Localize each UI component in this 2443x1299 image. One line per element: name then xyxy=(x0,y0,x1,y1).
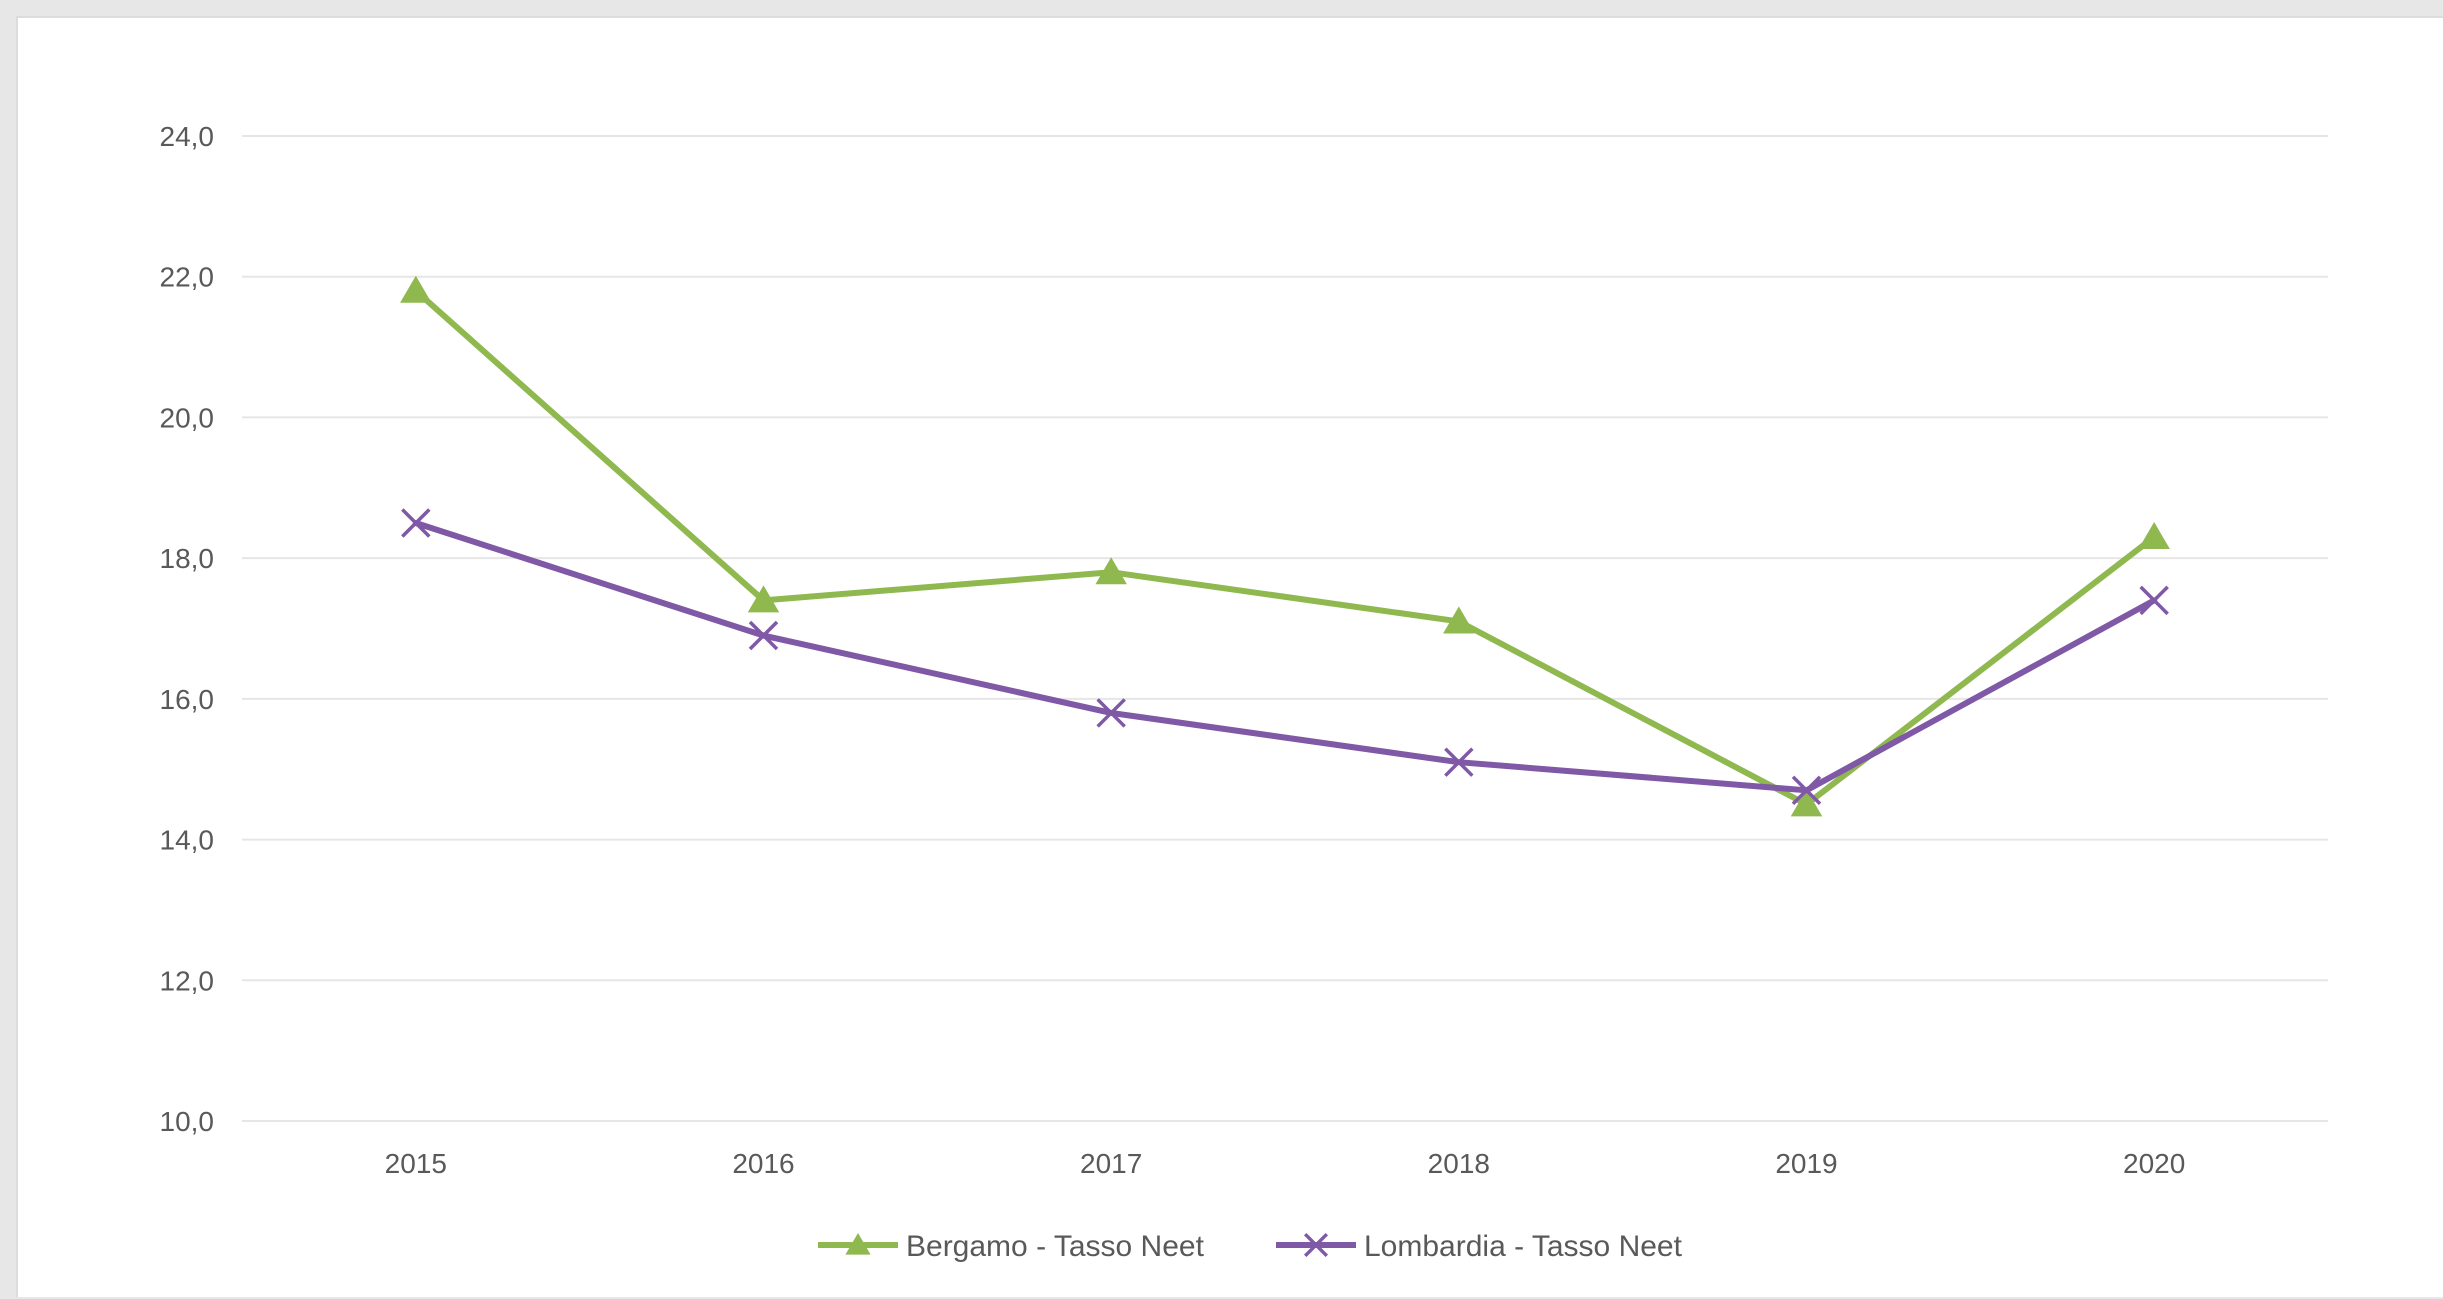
data-point-x xyxy=(1791,775,1822,806)
y-tick-label: 20,0 xyxy=(160,402,215,433)
y-tick-label: 12,0 xyxy=(160,965,215,996)
x-tick-label: 2019 xyxy=(1775,1148,1837,1179)
chart-frame: 10,0 12,0 14,0 16,0 18,0 20,0 22,0 24,0 2015 201… xyxy=(16,16,2443,1297)
legend-label: Lombardia - Tasso Neet xyxy=(1364,1230,1683,1263)
series-lines xyxy=(400,275,2170,817)
data-point-triangle xyxy=(1095,557,1127,585)
x-tick-label: 2017 xyxy=(1080,1148,1142,1179)
x-tick-label: 2016 xyxy=(732,1148,794,1179)
y-tick-label: 10,0 xyxy=(160,1106,215,1137)
legend-item: Bergamo - Tasso Neet xyxy=(818,1230,1205,1263)
line-chart: 10,012,014,016,018,020,022,024,0 2015 201… xyxy=(160,121,2328,1263)
x-tick-label: 2020 xyxy=(2123,1148,2185,1179)
y-tick-label: 24,0 xyxy=(160,121,215,152)
y-tick-label: 14,0 xyxy=(160,825,215,856)
data-point-x xyxy=(2139,585,2169,616)
x-tick-label: 2015 xyxy=(385,1148,447,1179)
data-point-x xyxy=(1303,1232,1329,1258)
y-tick-label: 22,0 xyxy=(160,262,215,293)
series-line xyxy=(412,287,2158,808)
x-axis-ticks: 2015 2016 2017 2018 2019 2020 xyxy=(385,1148,2186,1179)
data-point-triangle xyxy=(1790,789,1823,817)
data-point-x xyxy=(748,620,779,651)
legend-item: Lombardia - Tasso Neet xyxy=(1276,1230,1683,1263)
data-point-x xyxy=(401,508,431,538)
data-point-x xyxy=(1444,747,1474,777)
data-point-triangle xyxy=(747,585,780,613)
data-point-triangle xyxy=(1443,606,1475,634)
legend: Bergamo - Tasso Neet Lombardia - Tasso Ne… xyxy=(818,1230,1683,1263)
x-tick-label: 2018 xyxy=(1428,1148,1490,1179)
series-line xyxy=(412,519,2158,794)
legend-label: Bergamo - Tasso Neet xyxy=(906,1230,1205,1263)
data-point-triangle xyxy=(400,275,432,303)
data-point-x xyxy=(1096,698,1126,728)
y-tick-label: 16,0 xyxy=(160,684,215,715)
gridlines xyxy=(242,135,2328,1122)
y-tick-label: 18,0 xyxy=(160,543,215,574)
series-1 xyxy=(401,508,2169,806)
data-point-triangle xyxy=(2138,522,2170,550)
y-axis-ticks: 10,0 12,0 14,0 16,0 18,0 20,0 22,0 24,0 xyxy=(160,121,215,1137)
data-point-triangle xyxy=(845,1233,871,1255)
